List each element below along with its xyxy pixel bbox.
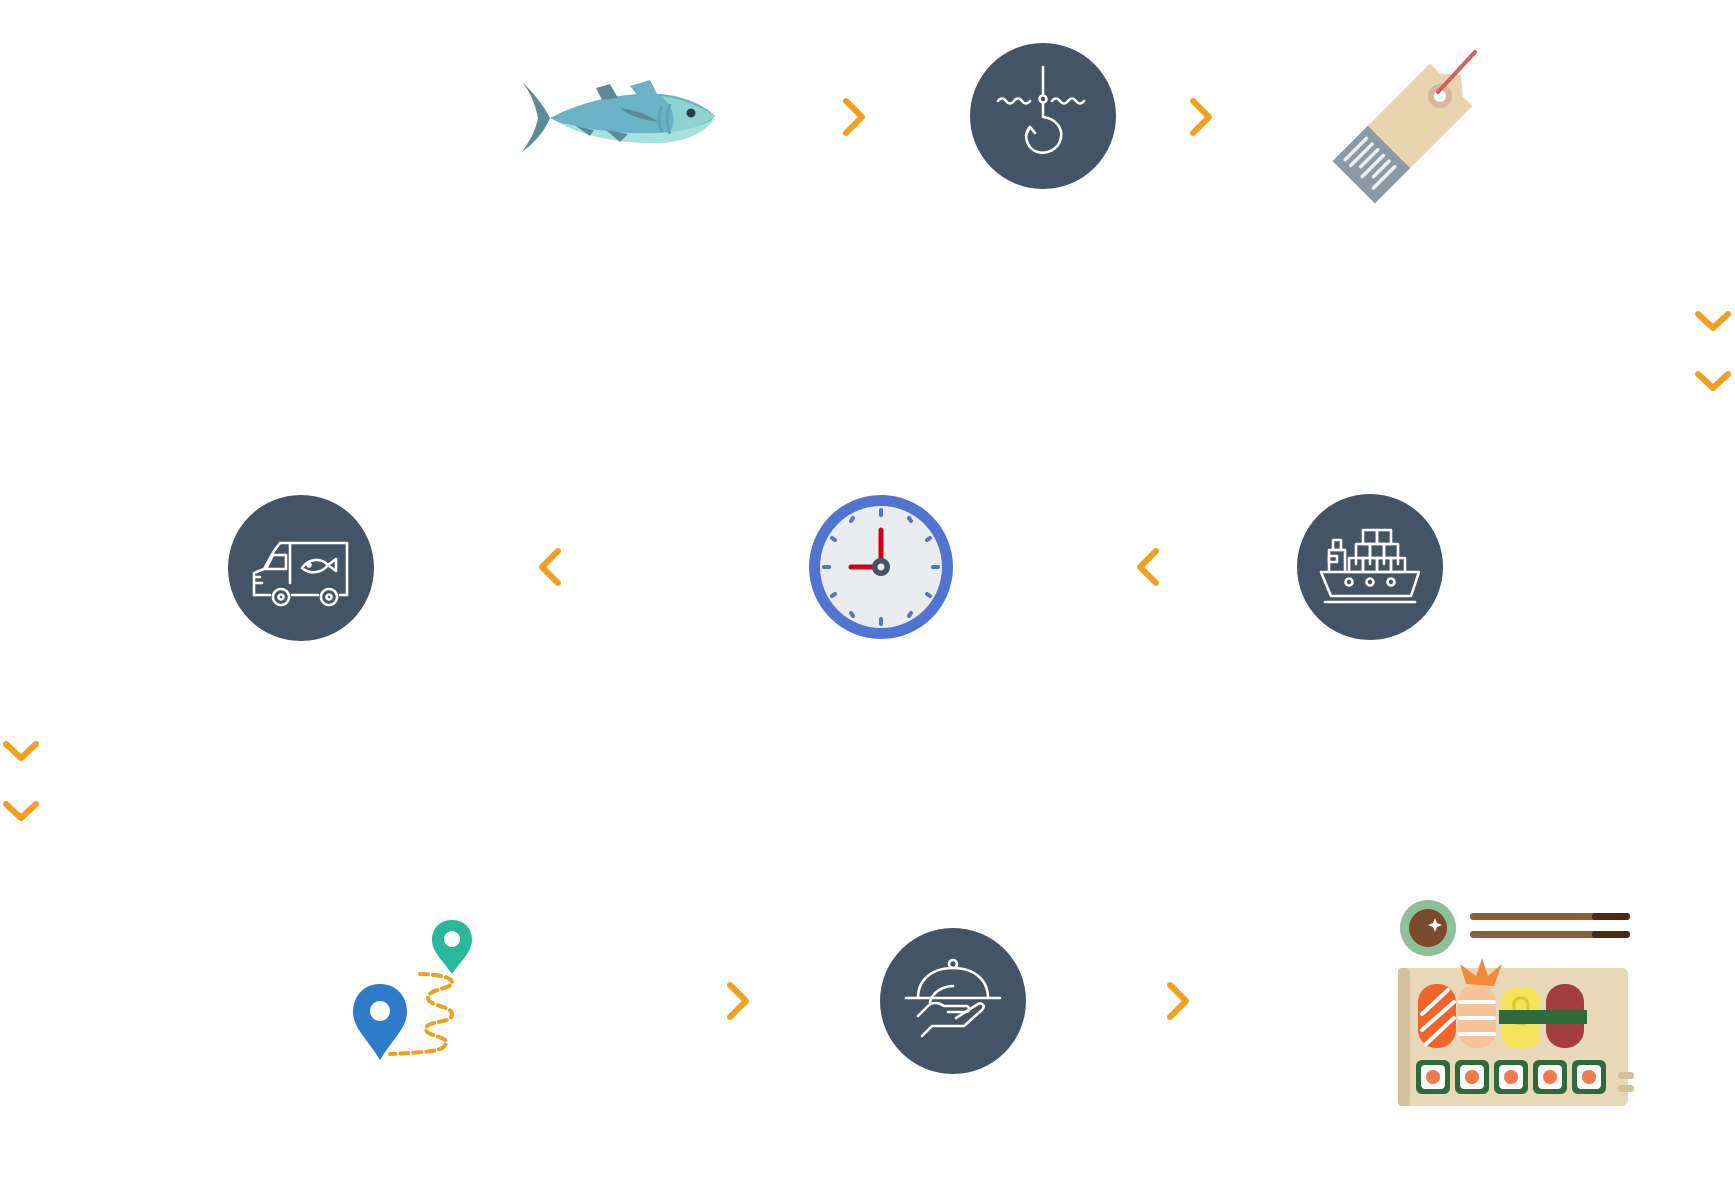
- chevron-right-icon: [1167, 982, 1189, 1020]
- price-tag-icon: [1332, 50, 1477, 204]
- chevron-right-icon: [727, 982, 749, 1020]
- map-route-icon: [353, 920, 472, 1060]
- fishing-hook-icon: [996, 65, 1086, 154]
- chevron-right-icon: [843, 98, 865, 136]
- sushi-platter-icon: [1398, 900, 1634, 1106]
- delivery-van-icon: [252, 541, 349, 607]
- cargo-ship-icon: [1319, 528, 1421, 604]
- clock-icon: [809, 495, 953, 639]
- food-service-step: [880, 928, 1026, 1074]
- delivery-van-step: [228, 495, 374, 641]
- fishing-hook-step: [970, 43, 1116, 189]
- chevron-right-icon: [1190, 98, 1212, 136]
- tuna-fish-icon: [522, 80, 715, 152]
- food-service-icon: [904, 958, 1002, 1038]
- cargo-ship-step: [1297, 494, 1443, 640]
- chevron-left-icon: [539, 548, 561, 586]
- double-chevron-down-icon: [1695, 311, 1731, 391]
- chevron-left-icon: [1137, 548, 1159, 586]
- double-chevron-down-icon: [3, 741, 39, 821]
